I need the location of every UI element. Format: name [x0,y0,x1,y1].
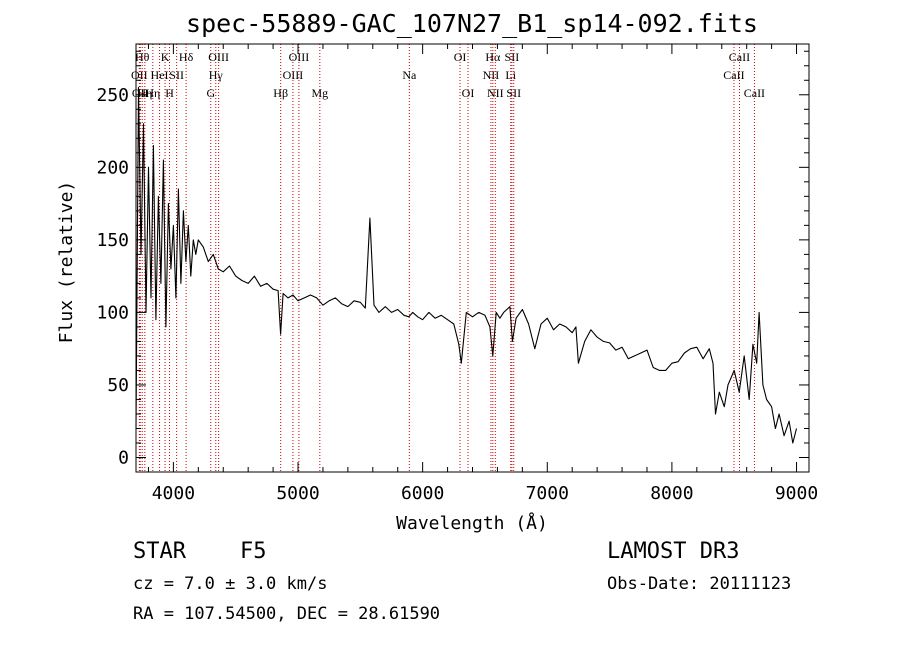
y-tick-label: 150 [96,230,129,251]
redshift-text: cz = 7.0 ± 3.0 km/s [133,574,328,594]
obs-date: Obs-Date: 20111123 [607,574,792,594]
line-marker-label: Hβ [273,86,288,100]
x-tick-label: 9000 [775,483,818,504]
chart-title: spec-55889-GAC_107N27_B1_sp14-092.fits [186,9,758,38]
x-tick-label: 8000 [650,483,693,504]
line-marker-label: Hα [485,50,501,64]
line-marker-label: Hθ [135,50,150,64]
line-marker-label: CaII [723,68,744,82]
line-marker-label: OIII [289,50,310,64]
x-tick-label: 7000 [526,483,569,504]
line-marker-label: OIII [208,50,229,64]
line-marker-label: Li [505,68,516,82]
line-marker-label: NII [487,86,504,100]
spectrum-line [135,86,798,444]
line-marker-label: Hδ [179,50,194,64]
line-marker-label: SII [169,68,184,82]
survey-label: LAMOST DR3 [607,539,740,564]
line-marker-label: SII [506,86,521,100]
x-tick-label: 5000 [276,483,319,504]
line-marker-layer: OIIOIIHθHηHηHeIKHSIIHδGHγOIIIHβOIIIOIIIM… [131,44,765,472]
x-tick-label: 6000 [401,483,444,504]
object-class: STAR [133,539,186,564]
y-tick-label: 50 [107,375,129,396]
line-marker-label: G [206,86,215,100]
line-marker-label: K [161,50,170,64]
line-marker-label: Hγ [209,68,224,82]
line-marker-label: Hη [145,86,160,100]
line-marker-label: OI [462,86,475,100]
line-marker-label: Na [402,68,417,82]
coordinates: RA = 107.54500, DEC = 28.61590 [133,604,441,624]
y-tick-label: 200 [96,157,129,178]
line-marker-label: OII [131,68,148,82]
line-marker-label: Mg [311,86,328,100]
x-axis-label: Wavelength (Å) [396,512,548,534]
plot-frame [135,43,810,473]
line-marker-label: NII [483,68,500,82]
y-axis-label: Flux (relative) [56,181,77,344]
y-tick-label: 100 [96,302,129,323]
line-marker-label: H [165,86,174,100]
line-marker-label: HeI [151,68,169,82]
y-tick-label: 250 [96,85,129,106]
series-layer [135,86,798,444]
object-subclass: F5 [240,539,267,564]
line-marker-label: CaII [744,86,765,100]
line-marker-label: OIII [283,68,304,82]
line-marker-label: Hη [137,86,152,100]
y-tick-label: 0 [118,447,129,468]
x-axis: 4000 5000 6000 7000 8000 9000 [147,44,818,504]
x-tick-label: 4000 [152,483,195,504]
line-marker-label: CaII [729,50,750,64]
line-marker-label: OI [454,50,467,64]
line-marker-label: SII [505,50,520,64]
y-axis: 0 50 100 150 200 250 [96,50,809,468]
